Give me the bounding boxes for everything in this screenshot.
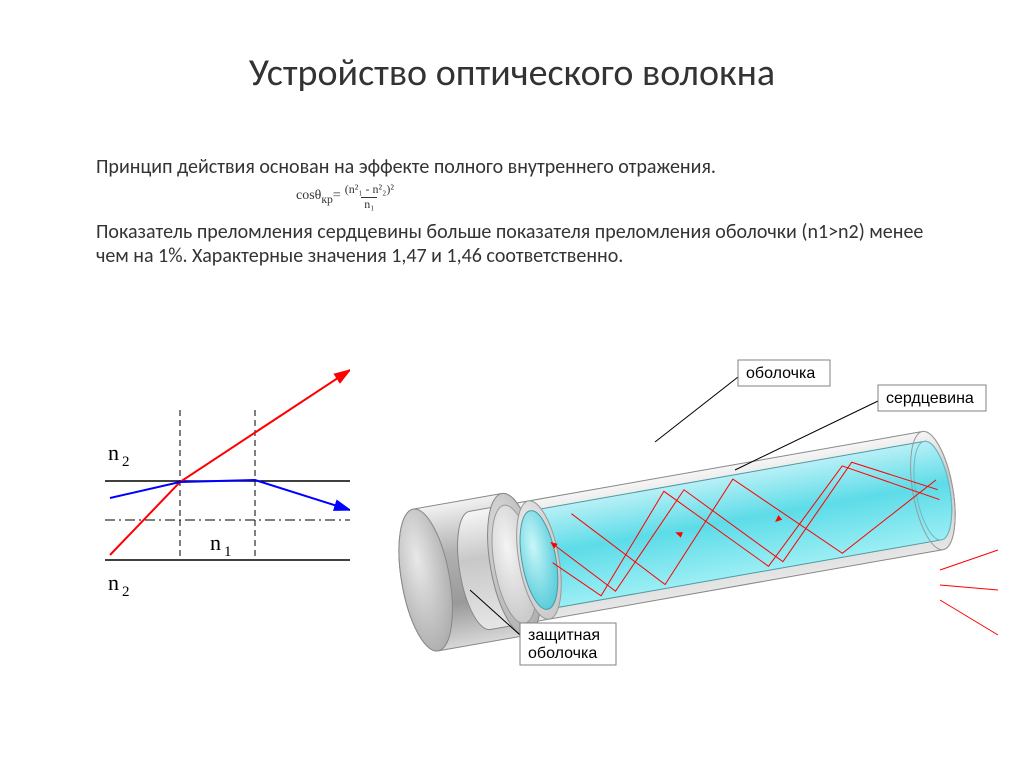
slide: Устройство оптического волокна Принцип д… xyxy=(0,0,1024,768)
svg-text:2: 2 xyxy=(122,584,130,600)
label-jacket-line2: оболочка xyxy=(528,645,597,662)
body-text: Принцип действия основан на эффекте полн… xyxy=(96,155,926,268)
label-n1: n xyxy=(210,530,221,555)
label-core: сердцевина xyxy=(886,390,974,407)
paragraph-2: Показатель преломления сердцевины больше… xyxy=(96,220,926,268)
fiber-diagram: оболочка сердцевина защитная оболочка xyxy=(380,335,1000,675)
label-jacket-line1: защитная xyxy=(528,627,600,644)
diagrams-area: n 2 n 1 n 2 xyxy=(80,350,980,710)
formula: cosθкр= (n²₁ - n²₂)² n₁ xyxy=(296,183,926,212)
svg-text:2: 2 xyxy=(122,454,130,470)
refraction-chart: n 2 n 1 n 2 xyxy=(90,350,350,610)
label-n2-bottom: n xyxy=(108,570,119,595)
label-n2-top: n xyxy=(108,440,119,465)
slide-title: Устройство оптического волокна xyxy=(0,50,1024,96)
svg-text:1: 1 xyxy=(224,544,232,560)
paragraph-1: Принцип действия основан на эффекте полн… xyxy=(96,155,926,179)
label-cladding: оболочка xyxy=(746,365,815,382)
